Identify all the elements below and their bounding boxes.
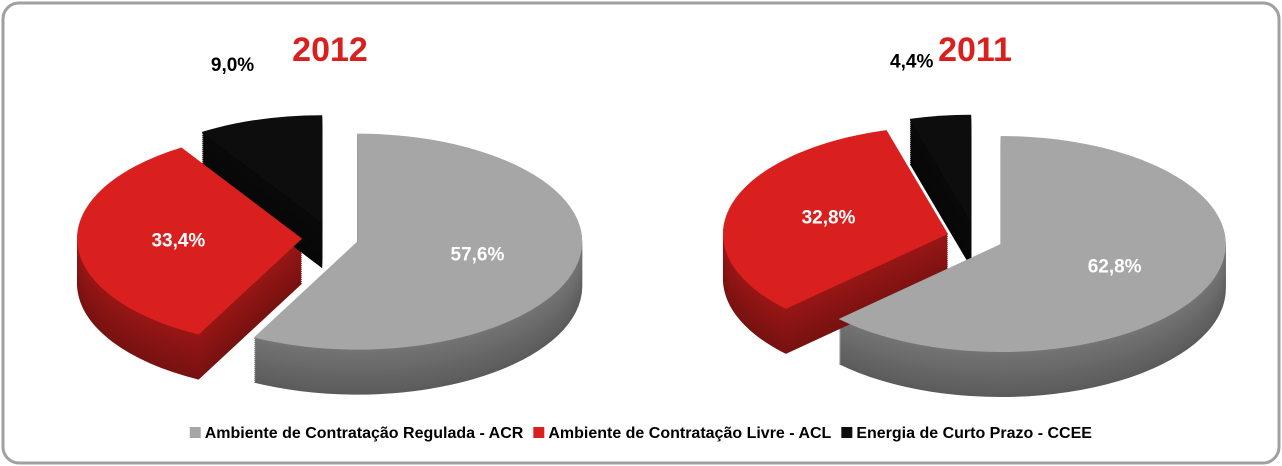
pie [77, 115, 583, 395]
chart-title: 2012 [292, 31, 368, 69]
data-label: 62,8% [1088, 256, 1142, 277]
data-label: 9,0% [211, 55, 254, 76]
data-label: 32,8% [802, 208, 856, 229]
legend-label: Energia de Curto Prazo - CCEE [856, 425, 1092, 442]
legend-label: Ambiente de Contratação Regulada - ACR [205, 425, 524, 442]
legend-label: Ambiente de Contratação Livre - ACL [548, 425, 831, 442]
slice [201, 115, 323, 224]
legend-swatch [189, 427, 201, 438]
legend: Ambiente de Contratação Regulada - ACR Am… [189, 425, 1092, 442]
data-label: 57,6% [451, 245, 505, 266]
pie [722, 114, 1226, 398]
slice [722, 130, 948, 309]
data-label: 33,4% [151, 230, 205, 251]
slice [909, 114, 972, 223]
slice [253, 133, 583, 350]
legend-swatch [533, 427, 545, 438]
slice [77, 147, 303, 335]
data-label: 4,4% [890, 52, 933, 73]
legend-swatch [841, 427, 853, 438]
chart-title: 2011 [938, 31, 1012, 69]
slice [838, 136, 1226, 353]
